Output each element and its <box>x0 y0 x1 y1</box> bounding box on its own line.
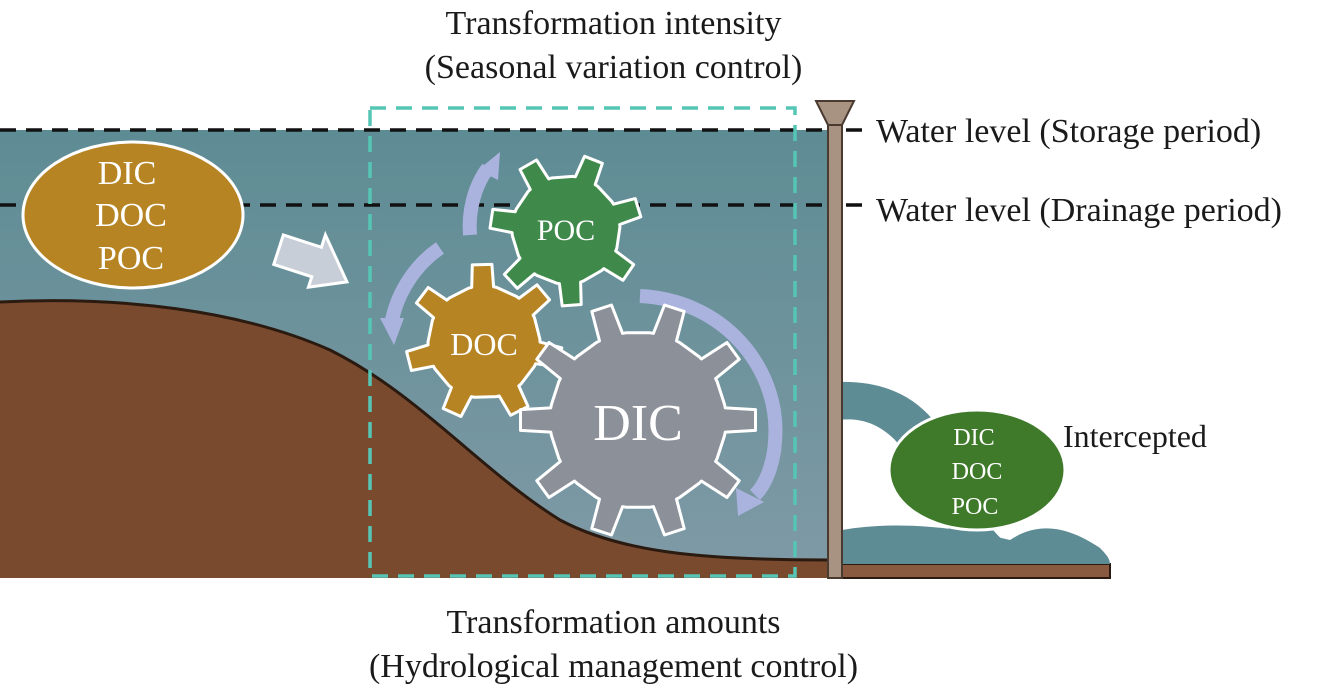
gear-dic-shape <box>519 303 757 537</box>
transformation-intensity-title: Transformation intensity (Seasonal varia… <box>0 2 1280 90</box>
dic-gear-label: DIC <box>593 395 683 452</box>
storage-water-level-label: Water level (Storage period) <box>876 113 1262 150</box>
sluice-gate-post <box>827 119 843 579</box>
cycle-arrow-right <box>639 289 783 500</box>
transformation-amounts-title: Transformation amounts (Hydrological man… <box>0 601 1280 689</box>
output-carbon-pool <box>887 408 1067 532</box>
transfer-arrow <box>271 230 350 290</box>
input-doc-label: DOC <box>95 197 167 234</box>
downstream-ground <box>841 563 1111 579</box>
input-carbon-pool <box>21 140 245 290</box>
transformation-zone-box <box>368 106 797 578</box>
drainage-water-level-label: Water level (Drainage period) <box>876 192 1282 229</box>
dic-gear <box>519 303 757 537</box>
cycle-arrowhead-left <box>380 318 404 345</box>
output-poc-label: POC <box>952 494 999 520</box>
poc-gear <box>488 154 643 308</box>
soil-surface-line <box>0 299 829 562</box>
poc-gear-label: POC <box>537 214 595 247</box>
sluice-gate-top <box>814 100 856 126</box>
intercepted-label: Intercepted <box>1063 418 1207 454</box>
output-doc-label: DOC <box>952 459 1003 485</box>
cycle-arrow-left <box>385 242 445 322</box>
input-dic-label: DIC <box>98 155 157 192</box>
title-bottom-line1: Transformation amounts <box>446 604 781 641</box>
gear-poc-shape <box>488 154 643 308</box>
doc-gear-label: DOC <box>450 326 518 362</box>
doc-gear <box>405 262 564 418</box>
input-poc-label: POC <box>98 240 164 277</box>
title-top-line1: Transformation intensity <box>445 5 782 42</box>
output-dic-label: DIC <box>953 425 994 451</box>
title-bottom-line2: (Hydrological management control) <box>368 648 859 685</box>
cycle-arrowhead-right <box>736 488 764 516</box>
gear-doc-shape <box>405 262 564 418</box>
soil-slope <box>0 300 828 578</box>
cycle-arrowhead-up <box>478 152 500 180</box>
title-top-line2: (Seasonal variation control) <box>424 49 803 86</box>
